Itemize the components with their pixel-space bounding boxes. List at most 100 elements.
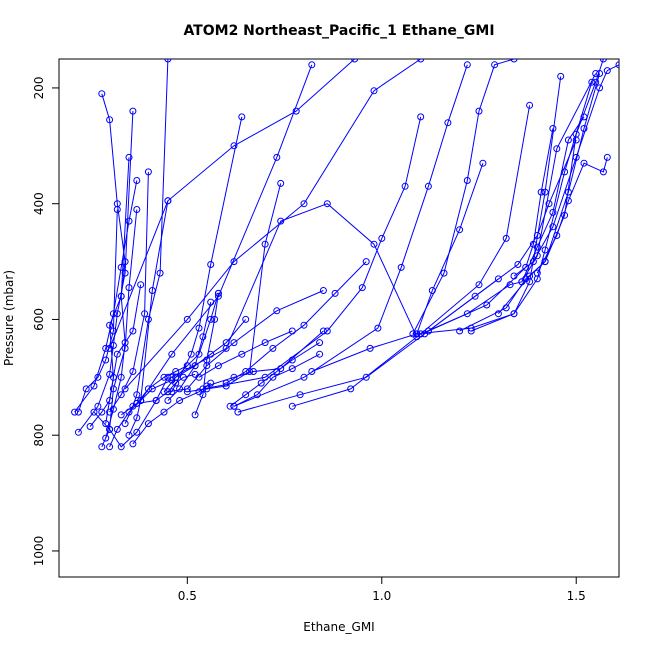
data-point <box>397 263 405 271</box>
data-point <box>125 284 133 292</box>
series <box>230 61 471 410</box>
data-point <box>121 339 129 347</box>
data-point <box>580 125 588 132</box>
data-point <box>596 84 604 92</box>
data-point <box>176 397 184 404</box>
data-point <box>207 315 215 323</box>
y-tick-label: 200 <box>32 76 46 99</box>
data-point <box>168 376 176 384</box>
data-point <box>269 373 277 381</box>
data-point <box>456 327 464 335</box>
data-point <box>98 408 106 416</box>
series-line <box>140 64 313 401</box>
y-tick-label: 800 <box>32 424 46 447</box>
series <box>86 281 145 430</box>
data-point <box>148 385 156 393</box>
series-line <box>132 382 211 445</box>
series <box>71 177 141 416</box>
data-point <box>234 408 242 416</box>
data-point <box>160 408 168 416</box>
series-line <box>471 82 593 332</box>
data-point <box>463 177 471 184</box>
data-point <box>106 116 114 124</box>
data-point <box>144 420 152 428</box>
data-point <box>152 397 160 404</box>
data-point <box>98 443 106 451</box>
data-point <box>207 261 215 268</box>
series <box>98 90 129 428</box>
data-point <box>238 113 246 121</box>
data-point <box>475 107 483 115</box>
series-line <box>292 105 531 407</box>
data-point <box>475 281 483 289</box>
series-line <box>194 293 219 416</box>
data-point <box>141 310 149 318</box>
data-point <box>137 281 145 289</box>
y-axis-label: Pressure (mbar) <box>2 270 16 366</box>
data-point <box>144 385 152 393</box>
data-point <box>510 272 518 280</box>
data-point <box>456 226 464 234</box>
data-point <box>191 411 199 419</box>
data-point <box>106 321 114 329</box>
data-point <box>288 402 296 410</box>
series-line <box>109 171 149 413</box>
data-point <box>366 344 374 352</box>
data-point <box>82 385 90 393</box>
data-point <box>249 368 257 375</box>
data-point <box>564 197 572 205</box>
data-point <box>242 368 250 375</box>
series-line <box>233 64 468 407</box>
data-point <box>160 373 168 381</box>
series-line <box>77 209 118 413</box>
data-point <box>300 321 308 329</box>
data-point <box>129 327 137 335</box>
data-point <box>230 258 238 266</box>
y-tick-label: 1000 <box>32 536 46 567</box>
x-axis-label: Ethane_GMI <box>303 620 374 634</box>
series-line <box>225 261 367 384</box>
data-point <box>351 59 359 63</box>
series <box>230 350 324 410</box>
data-point <box>588 78 596 86</box>
data-point <box>417 330 425 338</box>
data-point <box>553 145 561 153</box>
data-point <box>463 61 471 69</box>
series-line <box>536 157 608 274</box>
data-point <box>599 168 607 176</box>
data-point <box>129 107 137 115</box>
series <box>106 168 152 416</box>
data-point <box>117 411 125 419</box>
series-line <box>498 59 604 315</box>
data-point <box>506 281 514 289</box>
data-point <box>179 373 187 381</box>
x-axis: 0.5 1.0 1.5 <box>178 576 586 603</box>
data-point <box>102 434 110 442</box>
data-point <box>533 243 541 251</box>
data-point <box>603 153 611 161</box>
data-point <box>242 315 250 323</box>
data-point <box>370 87 378 95</box>
data-point <box>358 284 366 292</box>
series <box>106 59 359 352</box>
data-point <box>440 269 448 277</box>
series <box>164 287 327 396</box>
series-line <box>74 180 138 413</box>
data-point <box>424 182 432 190</box>
series <box>168 113 246 396</box>
data-point <box>226 402 234 410</box>
data-point <box>553 232 561 239</box>
data-point <box>183 315 191 323</box>
x-tick-label: 1.5 <box>567 589 586 603</box>
data-point <box>113 425 121 433</box>
data-point <box>137 397 145 404</box>
data-point <box>502 234 510 242</box>
data-point <box>106 425 114 433</box>
data-point <box>117 443 125 451</box>
data-point <box>572 153 580 161</box>
data-point <box>273 153 281 161</box>
data-point <box>242 391 250 399</box>
data-point <box>417 59 425 63</box>
series-line <box>175 319 247 378</box>
series-line <box>109 59 355 349</box>
